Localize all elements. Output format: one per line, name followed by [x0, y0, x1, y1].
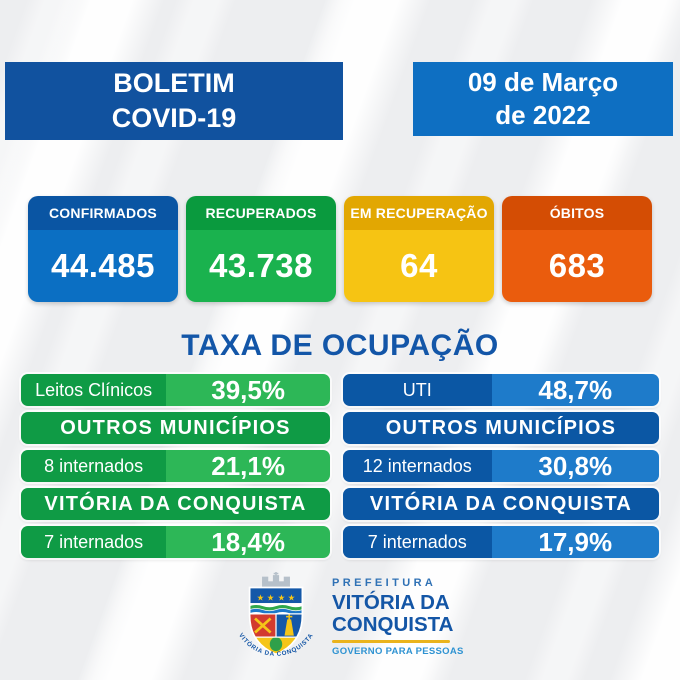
summary-stats-row: CONFIRMADOS 44.485 RECUPERADOS 43.738 EM… — [0, 196, 680, 302]
occupancy-row-label: Leitos Clínicos — [21, 374, 167, 406]
occupancy-row-label: 7 internados — [343, 526, 492, 558]
occupancy-row: UTI 48,7% — [343, 374, 659, 406]
coat-of-arms-icon: ★ ★ ★ ★ — [237, 572, 314, 658]
occupancy-row-value: 30,8% — [491, 450, 659, 482]
stat-value: 683 — [502, 230, 652, 302]
stat-card-confirmados: CONFIRMADOS 44.485 — [28, 196, 178, 302]
stat-label: CONFIRMADOS — [28, 196, 178, 230]
svg-text:★: ★ — [288, 594, 296, 604]
occupancy-row-header: VITÓRIA DA CONQUISTA — [21, 488, 330, 520]
stat-label: RECUPERADOS — [186, 196, 336, 230]
city-name-line1: VITÓRIA DA — [332, 591, 450, 615]
occupancy-row: 8 internados 21,1% — [21, 450, 330, 482]
occupancy-row-label: 7 internados — [21, 526, 167, 558]
city-name-line2: CONQUISTA — [332, 613, 454, 636]
bulletin-title-line1: BOLETIM — [113, 68, 235, 99]
stat-card-em-recuperacao: EM RECUPERAÇÃO 64 — [344, 196, 494, 302]
stat-card-obitos: ÓBITOS 683 — [502, 196, 652, 302]
gold-divider — [332, 639, 450, 643]
bulletin-title-box: BOLETIM COVID-19 — [5, 62, 343, 140]
bulletin-date-line2: de 2022 — [495, 100, 591, 130]
svg-text:★: ★ — [278, 594, 286, 604]
crown-icon — [262, 572, 290, 589]
occupancy-row-label: UTI — [343, 374, 492, 406]
bulletin-date-line1: 09 de Março — [467, 66, 619, 97]
occupancy-section-title: TAXA DE OCUPAÇÃO — [181, 329, 499, 362]
stat-label: ÓBITOS — [502, 196, 652, 230]
occupancy-row-value: 17,9% — [491, 526, 659, 558]
occupancy-row-header: OUTROS MUNICÍPIOS — [21, 412, 330, 444]
occupancy-row: Leitos Clínicos 39,5% — [21, 374, 330, 406]
occupancy-column-uti: UTI 48,7% OUTROS MUNICÍPIOS 12 internado… — [343, 374, 659, 564]
occupancy-row-header: OUTROS MUNICÍPIOS — [343, 412, 659, 444]
occupancy-row: 12 internados 30,8% — [343, 450, 659, 482]
prefeitura-logo-block: ★ ★ ★ ★ — [0, 572, 680, 662]
stat-label: EM RECUPERAÇÃO — [344, 196, 494, 230]
stat-value: 44.485 — [28, 230, 178, 302]
stat-value: 64 — [344, 230, 494, 302]
occupancy-column-leitos-clinicos: Leitos Clínicos 39,5% OUTROS MUNICÍPIOS … — [21, 374, 330, 564]
bulletin-title-line2: COVID-19 — [111, 103, 237, 133]
occupancy-row-header: VITÓRIA DA CONQUISTA — [343, 488, 659, 520]
occupancy-row-value: 18,4% — [166, 526, 330, 558]
occupancy-row-value: 39,5% — [166, 374, 330, 406]
svg-text:★: ★ — [267, 594, 275, 604]
occupancy-row-value: 21,1% — [166, 450, 330, 482]
occupancy-row-label: 8 internados — [21, 450, 167, 482]
occupancy-row-value: 48,7% — [491, 374, 659, 406]
bulletin-date-box: 09 de Março de 2022 — [413, 62, 673, 136]
svg-text:★: ★ — [257, 594, 265, 604]
prefeitura-wordmark: PREFEITURA VITÓRIA DA CONQUISTA GOVERNO … — [332, 577, 464, 657]
stat-card-recuperados: RECUPERADOS 43.738 — [186, 196, 336, 302]
occupancy-row: 7 internados 18,4% — [21, 526, 330, 558]
occupancy-row: 7 internados 17,9% — [343, 526, 659, 558]
occupancy-row-label: 12 internados — [343, 450, 492, 482]
government-slogan: GOVERNO PARA PESSOAS — [332, 645, 464, 657]
stat-value: 43.738 — [186, 230, 336, 302]
prefeitura-label: PREFEITURA — [332, 577, 437, 590]
